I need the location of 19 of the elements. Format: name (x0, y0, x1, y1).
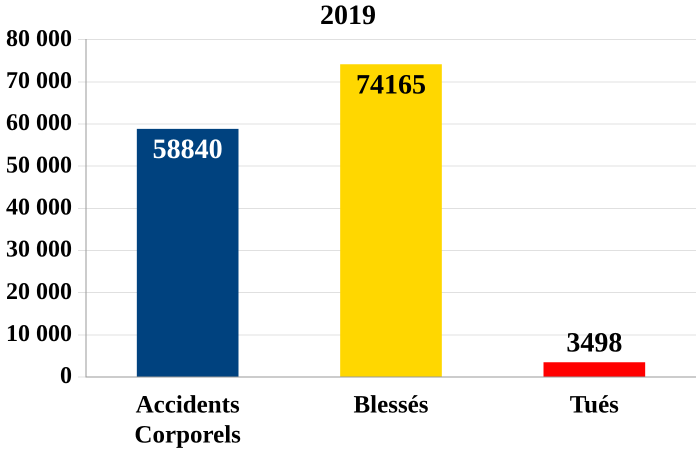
y-tick-label: 50 000 (6, 152, 72, 178)
data-label: 3498 (566, 327, 622, 358)
y-tick-label: 10 000 (6, 321, 72, 348)
y-tick-label: 60 000 (6, 110, 72, 136)
data-label: 74165 (356, 69, 426, 100)
bar (340, 64, 442, 376)
y-tick-label: 70 000 (6, 68, 72, 94)
bar (136, 128, 238, 376)
chart-title: 2019 (320, 0, 376, 32)
x-tick-label: Accidents Corporels (134, 391, 242, 448)
y-tick-label: 30 000 (6, 236, 72, 263)
y-tick-label: 40 000 (6, 194, 72, 221)
y-tick-label: 0 (60, 363, 72, 390)
bar (544, 362, 646, 376)
y-tick-label: 20 000 (6, 278, 72, 305)
x-tick-label: Blessés (354, 391, 429, 418)
y-tick-label: 80 000 (6, 26, 72, 52)
x-tick-label: Tués (570, 391, 620, 418)
data-label: 58840 (152, 134, 223, 166)
